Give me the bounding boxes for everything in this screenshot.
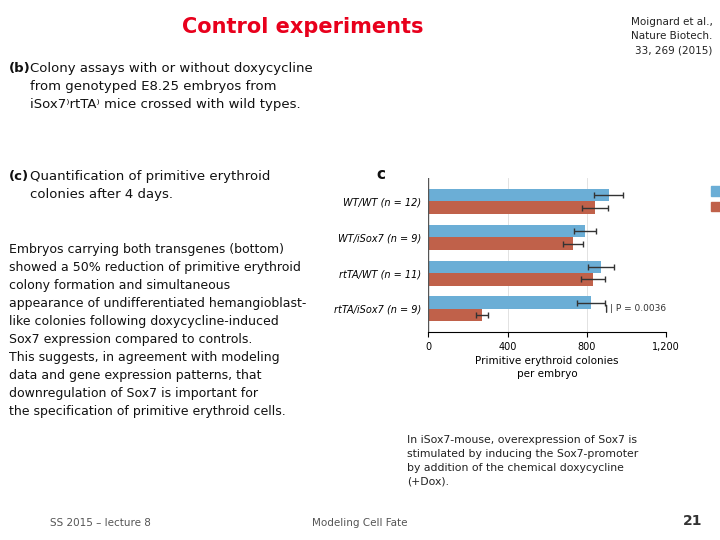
X-axis label: Primitive erythroid colonies
per embryo: Primitive erythroid colonies per embryo [475, 356, 619, 379]
Text: Embryos carrying both transgenes (bottom)
showed a 50% reduction of primitive er: Embryos carrying both transgenes (bottom… [9, 243, 306, 418]
Bar [428, 189, 608, 201]
Bar [428, 225, 585, 237]
Bar [428, 260, 600, 273]
Text: Control experiments: Control experiments [181, 17, 423, 37]
Bar [428, 273, 593, 286]
Text: Moignard et al.,
Nature Biotech.
33, 269 (2015): Moignard et al., Nature Biotech. 33, 269… [631, 17, 713, 55]
Text: Quantification of primitive erythroid
colonies after 4 days.: Quantification of primitive erythroid co… [30, 170, 271, 201]
Text: Colony assays with or without doxycycline
from genotyped E8.25 embryos from
iSox: Colony assays with or without doxycyclin… [30, 62, 313, 111]
Text: (c): (c) [9, 170, 29, 183]
Text: In iSox7-mouse, overexpression of Sox7 is
stimulated by inducing the Sox7-promot: In iSox7-mouse, overexpression of Sox7 i… [407, 435, 638, 487]
Text: | P = 0.0036: | P = 0.0036 [610, 305, 666, 313]
Bar [428, 309, 482, 321]
Text: Modeling Cell Fate: Modeling Cell Fate [312, 518, 408, 528]
Bar [428, 201, 595, 214]
Text: SS 2015 – lecture 8: SS 2015 – lecture 8 [50, 518, 151, 528]
Legend: −Dox, +Dox: −Dox, +Dox [711, 186, 720, 212]
Bar [428, 296, 590, 309]
Text: c: c [376, 167, 385, 183]
Text: 21: 21 [683, 514, 702, 528]
Bar [428, 237, 573, 250]
Text: (b): (b) [9, 62, 30, 75]
